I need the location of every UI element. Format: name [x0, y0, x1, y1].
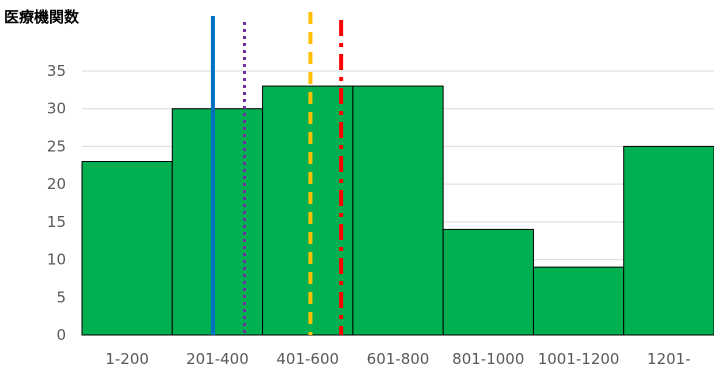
x-tick-label: 1201- — [647, 350, 691, 368]
bar-601-800 — [352, 85, 444, 336]
x-tick-label: 401-600 — [276, 350, 339, 368]
bar-1-200 — [81, 161, 173, 336]
x-tick-label: 1-200 — [105, 350, 149, 368]
x-tick-label: 601-800 — [367, 350, 430, 368]
bar-1001-1200 — [532, 266, 625, 336]
x-tick-label: 801-1000 — [452, 350, 524, 368]
y-tick-label: 20 — [47, 175, 66, 193]
y-tick-label: 35 — [47, 62, 66, 80]
bar-801-1000 — [442, 228, 534, 336]
y-tick-label: 30 — [47, 100, 66, 118]
y-tick-label: 15 — [47, 213, 66, 231]
y-tick-label: 0 — [56, 326, 66, 344]
y-tick-label: 10 — [47, 251, 66, 269]
x-tick-label: 201-400 — [186, 350, 249, 368]
x-tick-labels: 1-200 201-400 401-600 601-800 801-1000 1001-1… — [105, 350, 690, 368]
y-tick-labels: 0 5 10 15 20 25 30 35 — [47, 62, 66, 344]
reference-lines — [210, 12, 344, 335]
x-tick-label: 1001-1200 — [538, 350, 620, 368]
y-tick-label: 5 — [56, 288, 66, 306]
y-tick-label: 25 — [47, 137, 66, 155]
bar-201-400 — [171, 108, 264, 336]
bar-1201- — [623, 145, 714, 336]
bars — [81, 85, 714, 336]
y-axis-title: 医療機関数 — [4, 8, 80, 26]
bar-401-600 — [262, 85, 354, 336]
